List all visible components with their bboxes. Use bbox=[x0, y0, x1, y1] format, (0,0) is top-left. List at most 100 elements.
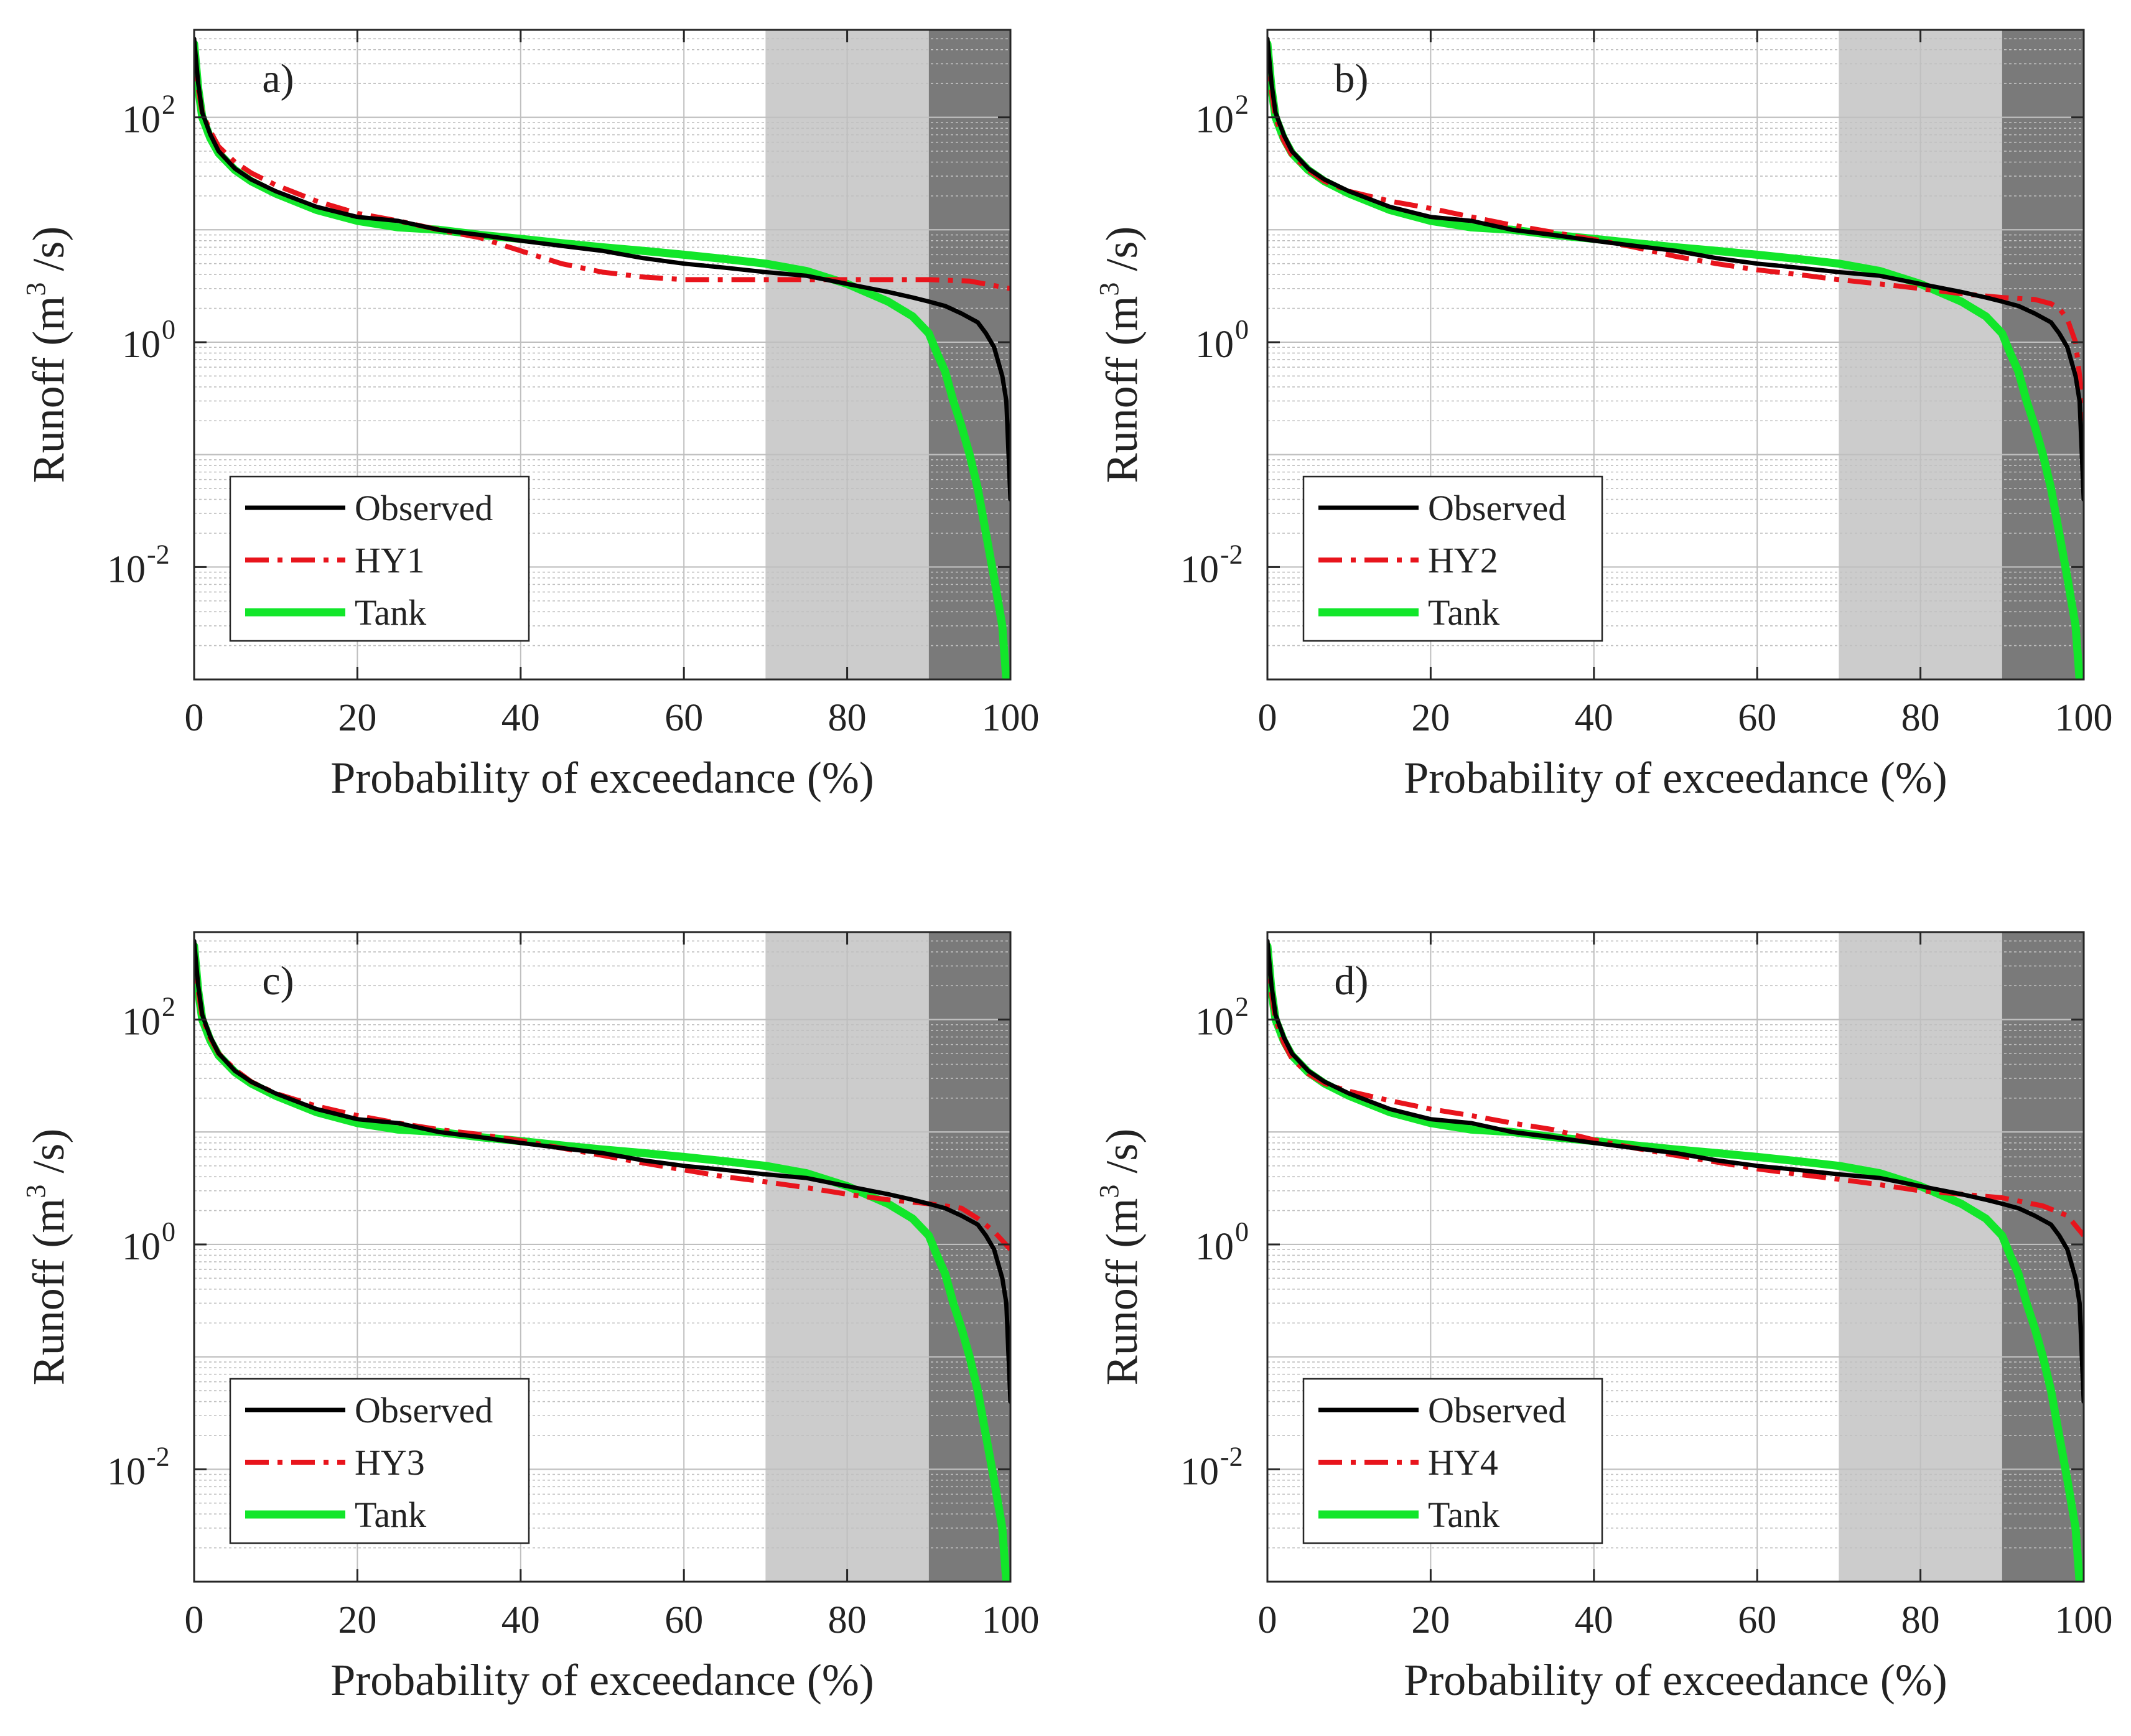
x-tick-label: 40 bbox=[501, 697, 540, 739]
y-tick-label: 10 0 bbox=[122, 1216, 175, 1268]
legend-label-hy3: HY3 bbox=[355, 1442, 425, 1483]
y-tick-base: 10 bbox=[122, 99, 161, 141]
y-axis-label-suffix: /s) bbox=[24, 1129, 73, 1185]
x-tick-label: 20 bbox=[1411, 697, 1450, 739]
panel-label: c) bbox=[262, 958, 294, 1004]
legend: Observed HY4 Tank bbox=[1302, 1378, 1603, 1544]
y-tick-base: 10 bbox=[1195, 1001, 1234, 1043]
y-tick-exponent: 0 bbox=[162, 1216, 175, 1247]
axes-frame bbox=[193, 29, 1012, 681]
y-axis-label-superscript: 3 bbox=[1094, 1185, 1124, 1198]
series-line-hy2 bbox=[1267, 44, 2084, 421]
y-tick-label: 10 0 bbox=[122, 314, 175, 366]
x-tick-label: 100 bbox=[982, 1599, 1040, 1641]
legend-label-observed: Observed bbox=[355, 1390, 493, 1430]
y-tick-base: 10 bbox=[1195, 324, 1234, 366]
y-tick-label: 10 -2 bbox=[107, 539, 170, 590]
y-tick-exponent: 0 bbox=[162, 314, 175, 345]
x-tick-label: 0 bbox=[185, 697, 204, 739]
y-axis-label-superscript: 3 bbox=[21, 282, 51, 296]
series-group bbox=[194, 36, 1010, 679]
series-line-observed bbox=[194, 938, 1010, 1404]
series-line-observed bbox=[1267, 36, 2084, 502]
x-tick-label: 80 bbox=[1901, 697, 1940, 739]
y-tick-exponent: -2 bbox=[1220, 1441, 1243, 1472]
y-tick-exponent: 2 bbox=[1235, 992, 1249, 1022]
y-axis-label: Runoff (m3 /s) bbox=[1094, 1129, 1147, 1386]
y-axis-label: Runoff (m3 /s) bbox=[1094, 226, 1147, 483]
x-tick-label: 40 bbox=[1575, 1599, 1613, 1641]
x-tick-label: 20 bbox=[338, 697, 376, 739]
y-axis-label-prefix: Runoff (m bbox=[1097, 1198, 1147, 1386]
x-tick-label: 60 bbox=[664, 697, 703, 739]
legend-label-tank: Tank bbox=[355, 592, 426, 633]
x-tick-label: 60 bbox=[664, 1599, 703, 1641]
y-axis-label-prefix: Runoff (m bbox=[24, 1198, 73, 1386]
x-tick-label: 60 bbox=[1738, 697, 1776, 739]
y-axis-label-superscript: 3 bbox=[21, 1185, 51, 1198]
y-tick-base: 10 bbox=[1195, 99, 1234, 141]
legend-label-tank: Tank bbox=[355, 1495, 426, 1535]
x-tick-label: 20 bbox=[1411, 1599, 1450, 1641]
panel-label: a) bbox=[262, 56, 294, 101]
axes-frame bbox=[1266, 931, 2085, 1583]
y-axis-label-suffix: /s) bbox=[1097, 1129, 1147, 1185]
series-line-observed bbox=[194, 36, 1010, 502]
x-tick-label: 0 bbox=[1258, 697, 1277, 739]
legend-label-observed: Observed bbox=[355, 488, 493, 528]
x-tick-label: 0 bbox=[1258, 1599, 1277, 1641]
y-tick-label: 10 -2 bbox=[107, 1441, 170, 1493]
y-tick-label: 10 2 bbox=[1195, 90, 1249, 141]
legend-label-hy1: HY1 bbox=[355, 540, 425, 581]
legend-label-hy2: HY2 bbox=[1428, 540, 1498, 581]
y-axis-label-suffix: /s) bbox=[24, 226, 73, 282]
y-tick-base: 10 bbox=[1180, 1450, 1219, 1493]
y-tick-exponent: 0 bbox=[1235, 314, 1249, 345]
y-tick-exponent: 0 bbox=[1235, 1216, 1249, 1247]
y-tick-exponent: -2 bbox=[147, 1441, 170, 1472]
legend: Observed HY2 Tank bbox=[1302, 475, 1603, 642]
legend-label-observed: Observed bbox=[1428, 1390, 1566, 1430]
y-tick-label: 10 2 bbox=[1195, 992, 1249, 1043]
x-tick-label: 0 bbox=[185, 1599, 204, 1641]
x-axis-label: Probability of exceedance (%) bbox=[1404, 753, 1947, 803]
series-group bbox=[194, 938, 1010, 1582]
y-tick-label: 10 -2 bbox=[1180, 539, 1243, 590]
y-axis-label-prefix: Runoff (m bbox=[1097, 296, 1147, 483]
y-tick-exponent: 2 bbox=[162, 992, 175, 1022]
axes-frame bbox=[1266, 29, 2085, 681]
legend-label-tank: Tank bbox=[1428, 592, 1499, 633]
y-axis-label: Runoff (m3 /s) bbox=[21, 226, 73, 483]
x-tick-label: 80 bbox=[1901, 1599, 1940, 1641]
series-line-hy1 bbox=[194, 44, 1010, 291]
x-tick-label: 100 bbox=[2055, 697, 2113, 739]
legend: Observed HY3 Tank bbox=[229, 1378, 530, 1544]
series-group bbox=[1267, 36, 2084, 679]
y-tick-label: 10 0 bbox=[1195, 1216, 1249, 1268]
y-tick-base: 10 bbox=[107, 548, 146, 590]
series-line-observed bbox=[1267, 938, 2084, 1404]
y-tick-base: 10 bbox=[122, 1226, 161, 1268]
x-tick-label: 40 bbox=[1575, 697, 1613, 739]
y-tick-label: 10 -2 bbox=[1180, 1441, 1243, 1493]
y-tick-base: 10 bbox=[122, 324, 161, 366]
x-axis-label: Probability of exceedance (%) bbox=[330, 1655, 874, 1705]
y-tick-exponent: 2 bbox=[162, 90, 175, 120]
y-axis-label-superscript: 3 bbox=[1094, 282, 1124, 296]
y-axis-label-suffix: /s) bbox=[1097, 226, 1147, 282]
axes-frame bbox=[193, 931, 1012, 1583]
series-group bbox=[1267, 938, 2084, 1582]
y-axis-label: Runoff (m3 /s) bbox=[21, 1129, 73, 1386]
y-tick-label: 10 2 bbox=[122, 90, 175, 141]
y-tick-exponent: 2 bbox=[1235, 90, 1249, 120]
y-axis-label-prefix: Runoff (m bbox=[24, 296, 73, 483]
x-tick-label: 80 bbox=[828, 1599, 867, 1641]
panel-label: d) bbox=[1335, 958, 1369, 1004]
y-tick-base: 10 bbox=[1180, 548, 1219, 590]
y-tick-label: 10 0 bbox=[1195, 314, 1249, 366]
